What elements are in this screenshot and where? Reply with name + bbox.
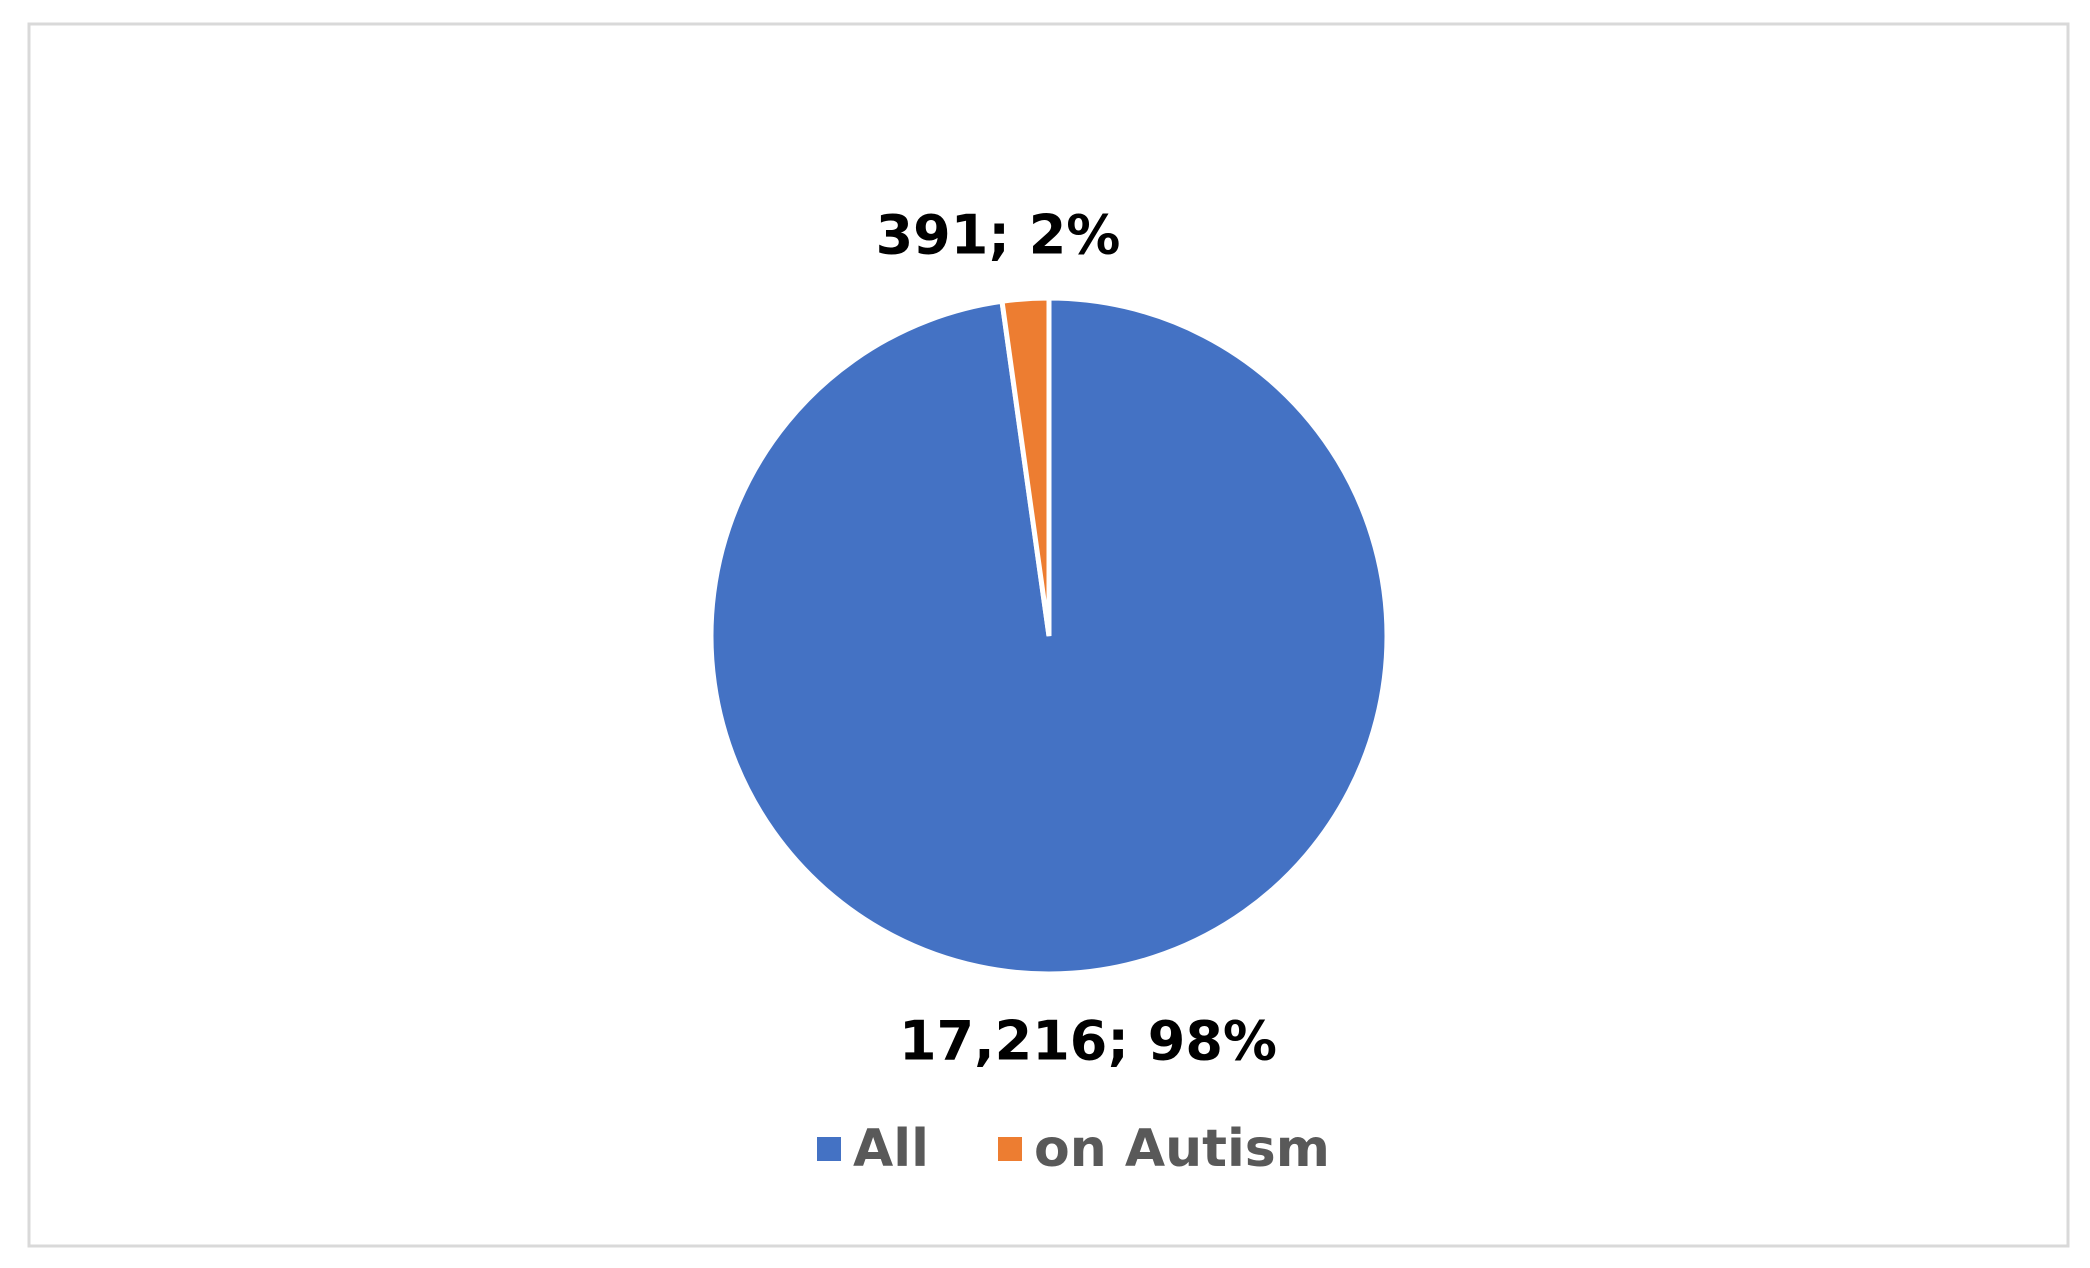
legend-swatch xyxy=(817,1137,841,1161)
pie xyxy=(708,295,1390,977)
legend-label: on Autism xyxy=(1034,1119,1330,1179)
data-label: 391; 2% xyxy=(876,204,1121,267)
pie-slice xyxy=(999,295,1052,637)
data-label: 17,216; 98% xyxy=(899,1010,1277,1073)
legend-swatch xyxy=(998,1137,1022,1161)
legend: All on Autism xyxy=(817,1119,1330,1179)
labels: 17,216; 98% 391; 2% xyxy=(876,204,1277,1073)
legend-label: All xyxy=(853,1119,929,1179)
